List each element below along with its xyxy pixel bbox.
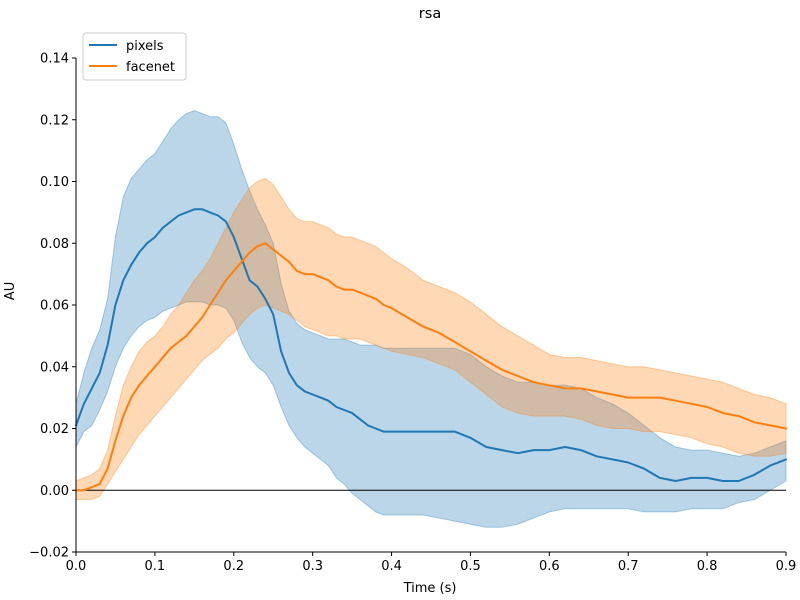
- x-tick-label: 0.4: [381, 559, 402, 574]
- x-tick-label: 0.0: [66, 559, 87, 574]
- x-tick-label: 0.7: [618, 559, 639, 574]
- y-tick-label: 0.04: [40, 360, 69, 375]
- y-ticks: −0.02 0.00 0.02 0.04 0.06 0.08 0.10 0.12 0.14: [29, 52, 76, 561]
- legend: pixels facenet: [82, 32, 187, 81]
- series-line-facenet: [75, 242, 787, 492]
- x-tick-label: 0.9: [776, 559, 797, 574]
- y-tick-label: 0.10: [40, 175, 69, 190]
- y-tick-label: 0.02: [40, 422, 69, 437]
- chart-title: rsa: [419, 6, 441, 22]
- legend-label-pixels: pixels: [126, 39, 164, 54]
- y-tick-label: 0.08: [40, 237, 69, 252]
- x-ticks: 0.0 0.1 0.2 0.3 0.4 0.5 0.6 0.7 0.8 0.9: [66, 552, 797, 574]
- x-tick-label: 0.8: [697, 559, 718, 574]
- y-axis-label: AU: [3, 282, 18, 300]
- y-tick-label: 0.14: [40, 52, 69, 67]
- y-tick-label: −0.02: [29, 546, 69, 561]
- confidence-band-pixels: [75, 109, 787, 528]
- y-tick-label: 0.12: [40, 113, 69, 128]
- x-tick-label: 0.1: [145, 559, 166, 574]
- y-tick-label: 0.00: [40, 484, 69, 499]
- x-tick-label: 0.3: [302, 559, 323, 574]
- plot-area: [75, 109, 787, 528]
- confidence-band-facenet: [75, 177, 787, 500]
- legend-label-facenet: facenet: [126, 60, 175, 75]
- x-tick-label: 0.6: [539, 559, 560, 574]
- x-tick-label: 0.5: [460, 559, 481, 574]
- series-line-pixels: [75, 208, 787, 482]
- y-tick-label: 0.06: [40, 299, 69, 314]
- x-axis-label: Time (s): [403, 581, 457, 596]
- x-tick-label: 0.2: [223, 559, 244, 574]
